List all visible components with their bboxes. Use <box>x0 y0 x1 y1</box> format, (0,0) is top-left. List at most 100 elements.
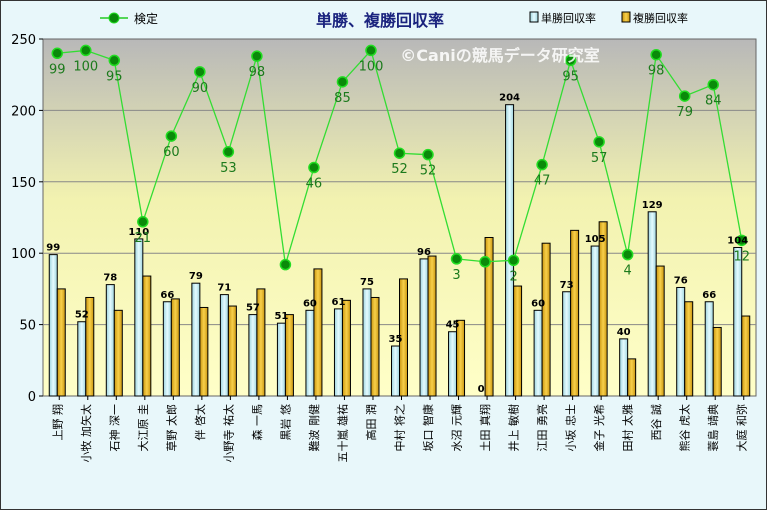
win-value-label: 76 <box>674 275 688 286</box>
bars <box>48 104 751 397</box>
win-bar <box>448 331 458 397</box>
kentei-point <box>621 248 634 261</box>
win-value-label: 35 <box>389 334 403 345</box>
y-tick-label: 0 <box>28 390 36 405</box>
win-value-label: 60 <box>531 298 545 309</box>
win-bar <box>191 282 201 397</box>
x-category-label: 熊谷 虎太 <box>678 404 692 452</box>
kentei-value-label: 53 <box>220 161 237 176</box>
y-axis: 0 50 100 150 200 250 <box>11 33 43 405</box>
place-bar <box>56 288 66 397</box>
y-tick-label: 50 <box>19 319 36 334</box>
place-bar <box>484 236 494 397</box>
win-value-label: 60 <box>303 298 317 309</box>
win-value-label: 61 <box>331 297 345 308</box>
legend-marker-swatch <box>108 12 120 24</box>
win-bar <box>590 245 600 397</box>
place-bar <box>113 309 123 397</box>
win-value-label: 105 <box>585 234 606 245</box>
kentei-point <box>251 50 263 62</box>
kentei-point <box>422 148 434 161</box>
x-category-label: 草野 太郎 <box>164 404 178 452</box>
win-bar <box>219 294 229 397</box>
kentei-point <box>650 48 662 61</box>
kentei-value-label: 85 <box>334 91 351 106</box>
kentei-value-label: 100 <box>73 59 98 74</box>
kentei-value-label: 12 <box>733 249 750 264</box>
kentei-line <box>51 44 748 271</box>
place-bar <box>627 358 637 397</box>
win-bar <box>505 104 515 397</box>
win-bar <box>676 286 686 397</box>
kentei-value-label: 57 <box>591 151 608 166</box>
place-bar <box>284 314 294 397</box>
kentei-value-label: 95 <box>106 69 123 84</box>
win-bar <box>77 321 87 397</box>
win-bar <box>276 322 286 397</box>
x-category-label: 難波 剛健 <box>308 404 321 452</box>
win-bar <box>248 314 258 397</box>
place-bar <box>427 255 437 397</box>
win-bar <box>305 309 315 397</box>
win-value-label: 40 <box>617 327 631 338</box>
kentei-point <box>80 44 92 57</box>
x-category-label: 田村 太雅 <box>621 404 635 452</box>
win-bar <box>333 308 343 397</box>
win-bar <box>134 238 144 397</box>
kentei-value-label: 3 <box>452 268 460 283</box>
win-bar <box>733 246 743 397</box>
kentei-point <box>450 253 463 265</box>
kentei-value-label: 98 <box>648 64 665 79</box>
win-value-label: 75 <box>360 277 374 288</box>
kentei-point <box>479 256 491 268</box>
place-bar <box>541 242 551 397</box>
x-category-label: 水沼 元輝 <box>450 404 464 452</box>
place-bar <box>684 301 694 397</box>
x-category-label: 森 一馬 <box>250 404 264 441</box>
x-category-label: 黒岩 悠 <box>278 404 292 441</box>
win-bar <box>391 345 400 397</box>
kentei-point <box>365 44 377 57</box>
kentei-value-label: 84 <box>705 94 722 109</box>
kentei-value-label: 79 <box>676 105 693 120</box>
place-bar <box>370 296 380 397</box>
win-value-label: 66 <box>160 290 174 301</box>
legend-win: 単勝回収率 <box>541 11 596 25</box>
win-bar <box>647 211 657 397</box>
x-category-label: 坂口 智康 <box>421 404 435 452</box>
data-labels: 99 52 78 110 66 79 71 57 51 60 61 75 35 96 45 0 204 60 73 1… <box>46 59 750 395</box>
win-value-label: 96 <box>417 247 431 258</box>
y-tick-label: 250 <box>11 33 36 48</box>
place-bar <box>170 298 180 397</box>
kentei-point <box>707 78 719 91</box>
legend-place-swatch <box>621 11 631 23</box>
kentei-point <box>564 54 577 67</box>
win-value-label: 129 <box>642 200 663 211</box>
kentei-value-label: 2 <box>509 269 517 284</box>
win-bar <box>48 254 58 397</box>
kentei-point <box>678 90 691 102</box>
win-bar <box>704 301 714 397</box>
win-bar <box>362 288 372 397</box>
place-bar <box>313 268 323 397</box>
x-category-label: 西谷 誠 <box>650 404 663 441</box>
kentei-point <box>393 147 406 159</box>
y-tick-label: 200 <box>11 104 36 119</box>
x-category-label: 金子 光希 <box>592 404 606 452</box>
win-bar <box>162 301 172 397</box>
kentei-point <box>735 234 748 247</box>
place-bar <box>598 221 608 397</box>
kentei-point <box>536 158 548 171</box>
x-category-label: 五十嵐 雄祐 <box>335 404 349 463</box>
x-category-label: 石神 深一 <box>107 404 121 452</box>
kentei-point <box>336 76 349 88</box>
kentei-point <box>593 136 605 148</box>
place-bar <box>712 326 722 397</box>
y-tick-label: 150 <box>11 176 36 191</box>
x-category-label: 土田 真翔 <box>478 404 492 452</box>
place-bar <box>199 306 209 397</box>
x-axis: 上野 翔 小牧 加矢太 石神 深一 大江原 圭草野 太郎 伴 啓太 小野寺 祐太 森 一馬黒… <box>50 396 749 463</box>
win-bar <box>562 291 572 397</box>
win-value-label: 0 <box>478 384 485 395</box>
kentei-value-label: 99 <box>49 62 66 77</box>
